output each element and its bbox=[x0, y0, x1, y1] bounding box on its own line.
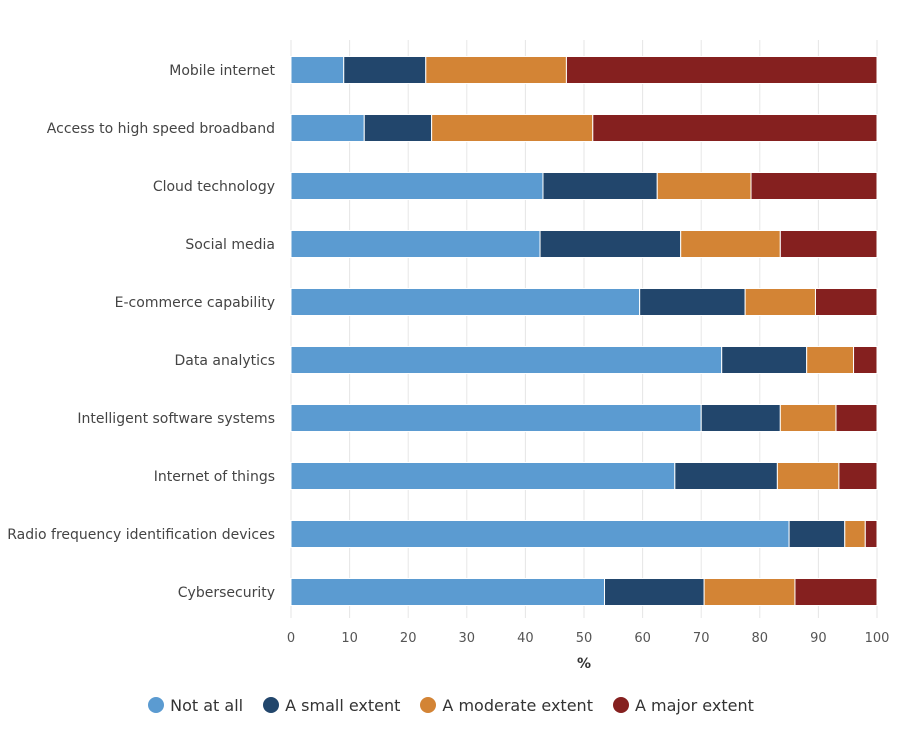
bar-segment[interactable] bbox=[290, 578, 606, 606]
bar-segment[interactable] bbox=[779, 404, 837, 432]
legend-swatch bbox=[420, 697, 437, 713]
bar-segment[interactable] bbox=[539, 230, 682, 258]
bar-segment[interactable] bbox=[864, 520, 878, 548]
x-tick-label: 30 bbox=[459, 631, 476, 646]
bar-segment[interactable] bbox=[794, 578, 878, 606]
stacked-bar-chart: Mobile internet Access to high speed broa… bbox=[7, 40, 890, 672]
bar-segment[interactable] bbox=[343, 56, 427, 84]
x-tick-label: 50 bbox=[576, 631, 593, 646]
x-tick-label: 90 bbox=[810, 631, 827, 646]
bar-segment[interactable] bbox=[290, 288, 641, 316]
bar-segment[interactable] bbox=[290, 346, 723, 374]
bar-segment[interactable] bbox=[290, 230, 541, 258]
category-label: Radio frequency identification devices bbox=[7, 527, 275, 543]
bar-segment[interactable] bbox=[744, 288, 816, 316]
category-label: E-commerce capability bbox=[115, 295, 275, 311]
x-tick-label: 40 bbox=[517, 631, 534, 646]
bar-segment[interactable] bbox=[290, 56, 345, 84]
legend-item[interactable]: A major extent bbox=[612, 695, 754, 715]
bar-segment[interactable] bbox=[680, 230, 781, 258]
category-label: Cybersecurity bbox=[178, 585, 275, 601]
category-label: Data analytics bbox=[175, 353, 275, 369]
category-label: Access to high speed broadband bbox=[47, 121, 275, 137]
category-label: Cloud technology bbox=[153, 179, 275, 195]
bar-segment[interactable] bbox=[700, 404, 781, 432]
bar-segment[interactable] bbox=[703, 578, 796, 606]
bar-segment[interactable] bbox=[838, 462, 878, 490]
bar-segment[interactable] bbox=[788, 520, 846, 548]
legend-item[interactable]: Not at all bbox=[148, 696, 243, 715]
bar-segment[interactable] bbox=[656, 172, 752, 200]
bar-segment[interactable] bbox=[431, 114, 594, 142]
x-tick-label: 0 bbox=[287, 631, 295, 646]
bar-segment[interactable] bbox=[290, 404, 702, 432]
category-label: Mobile internet bbox=[169, 63, 275, 79]
bar-segment[interactable] bbox=[806, 346, 855, 374]
x-axis-title: % bbox=[577, 656, 591, 672]
legend: Not at all A small extent A moderate exten… bbox=[0, 692, 902, 718]
x-tick-label: 70 bbox=[693, 631, 710, 646]
category-label: Intelligent software systems bbox=[77, 411, 275, 427]
bar-segment[interactable] bbox=[290, 172, 544, 200]
bar-segment[interactable] bbox=[639, 288, 746, 316]
bar-segment[interactable] bbox=[290, 114, 365, 142]
legend-item[interactable]: A small extent bbox=[263, 696, 400, 715]
bar-segment[interactable] bbox=[721, 346, 808, 374]
x-tick-label: 80 bbox=[752, 631, 769, 646]
x-tick-label: 20 bbox=[400, 631, 417, 646]
bar-segment[interactable] bbox=[853, 346, 878, 374]
bar-segment[interactable] bbox=[363, 114, 433, 142]
bar-segment[interactable] bbox=[565, 56, 878, 84]
bar-segment[interactable] bbox=[844, 520, 866, 548]
category-label: Social media bbox=[185, 237, 275, 253]
bar-segment[interactable] bbox=[750, 172, 878, 200]
bar-segment[interactable] bbox=[290, 520, 790, 548]
legend-swatch bbox=[148, 697, 165, 713]
x-tick-labels: 0 10 20 30 40 50 60 70 80 90 100 bbox=[287, 631, 890, 646]
bar-segment[interactable] bbox=[814, 288, 878, 316]
legend-item[interactable]: A moderate extent bbox=[420, 696, 593, 715]
bar-segment[interactable] bbox=[425, 56, 567, 84]
bar-segment[interactable] bbox=[604, 578, 705, 606]
bar-segment[interactable] bbox=[542, 172, 658, 200]
legend-swatch bbox=[263, 697, 280, 713]
bar-segment[interactable] bbox=[290, 462, 676, 490]
x-tick-label: 60 bbox=[634, 631, 651, 646]
bar-segment[interactable] bbox=[776, 462, 840, 490]
bar-segment[interactable] bbox=[592, 114, 878, 142]
bar-segment[interactable] bbox=[779, 230, 878, 258]
bars-group bbox=[290, 56, 878, 606]
legend-swatch bbox=[612, 697, 629, 713]
bar-segment[interactable] bbox=[674, 462, 778, 490]
x-tick-label: 10 bbox=[341, 631, 358, 646]
bar-segment[interactable] bbox=[835, 404, 878, 432]
legend-label: A small extent bbox=[285, 695, 401, 715]
legend-label: Not at all bbox=[170, 695, 244, 715]
category-labels: Mobile internet Access to high speed broa… bbox=[7, 63, 275, 601]
category-label: Internet of things bbox=[154, 469, 275, 485]
legend-label: A moderate extent bbox=[442, 695, 593, 715]
x-tick-label: 100 bbox=[865, 631, 890, 646]
legend-label: A major extent bbox=[634, 695, 754, 715]
